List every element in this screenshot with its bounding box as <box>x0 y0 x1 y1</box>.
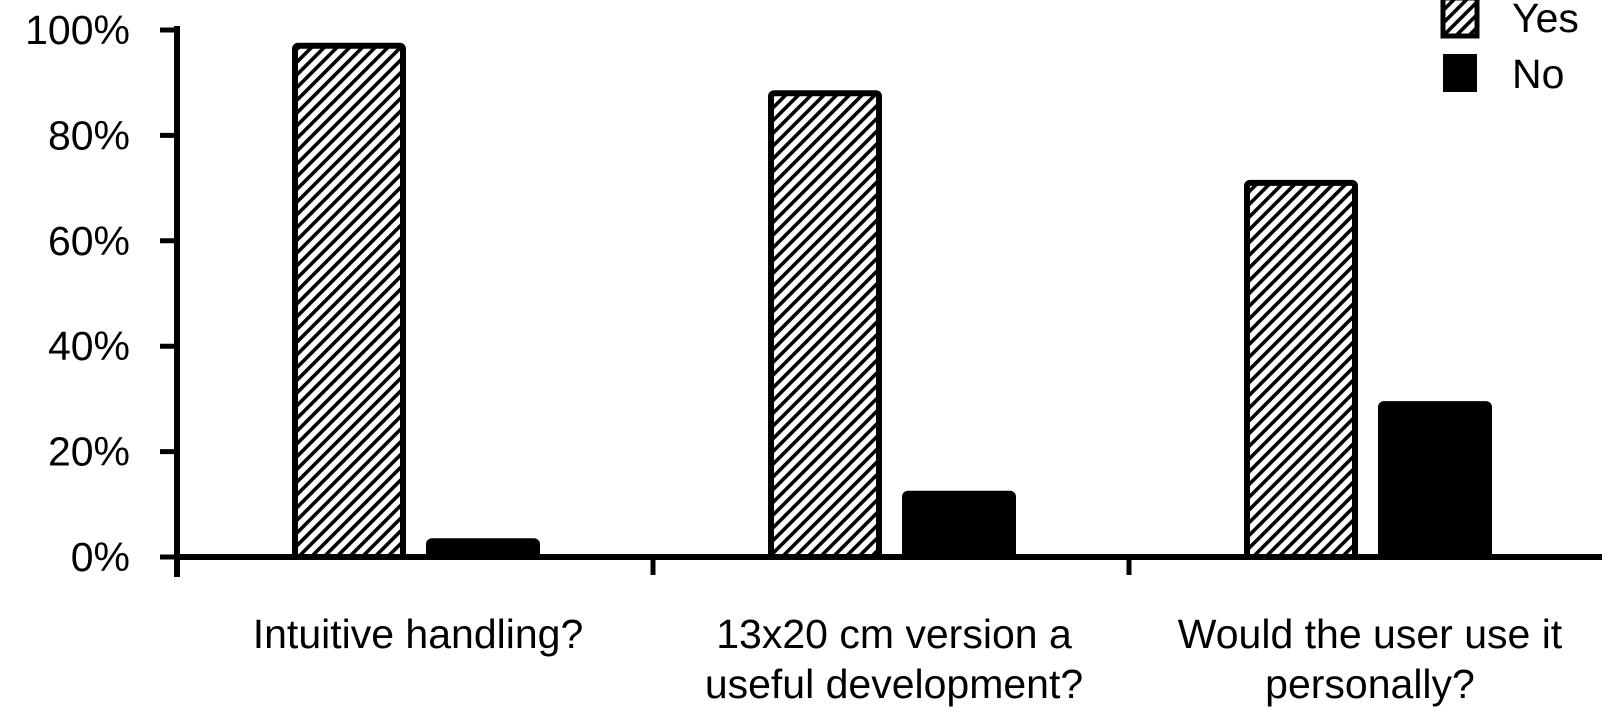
legend-swatch-yes <box>1440 0 1480 39</box>
bar-no-2 <box>1378 401 1492 561</box>
legend-label-yes: Yes <box>1512 0 1579 41</box>
chart-bars <box>292 42 1492 561</box>
legend-label-no: No <box>1512 51 1564 97</box>
y-tick-label: 40% <box>48 323 130 369</box>
category-label: personally? <box>1265 661 1475 707</box>
category-label: useful development? <box>705 661 1083 707</box>
bar-yes-0 <box>292 42 406 561</box>
category-label: Would the user use it <box>1178 611 1563 657</box>
chart-legend: Yes No <box>1440 0 1579 97</box>
bar-no-0 <box>426 538 540 561</box>
category-label: Intuitive handling? <box>253 611 584 657</box>
category-label: 13x20 cm version a <box>716 611 1072 657</box>
y-tick-label: 20% <box>48 429 130 475</box>
y-tick-label: 60% <box>48 218 130 264</box>
chart-axes <box>160 26 1602 577</box>
legend-swatch-no <box>1443 54 1477 92</box>
y-tick-label: 100% <box>25 7 130 53</box>
y-tick-label: 80% <box>48 112 130 158</box>
chart-labels: 0% 20% 40% 60% 80% 100% Intuitive handling? 13x… <box>25 7 1563 707</box>
bar-no-1 <box>902 490 1016 561</box>
bar-yes-2 <box>1244 179 1358 561</box>
y-tick-label: 0% <box>71 534 130 580</box>
bar-yes-1 <box>768 90 882 561</box>
